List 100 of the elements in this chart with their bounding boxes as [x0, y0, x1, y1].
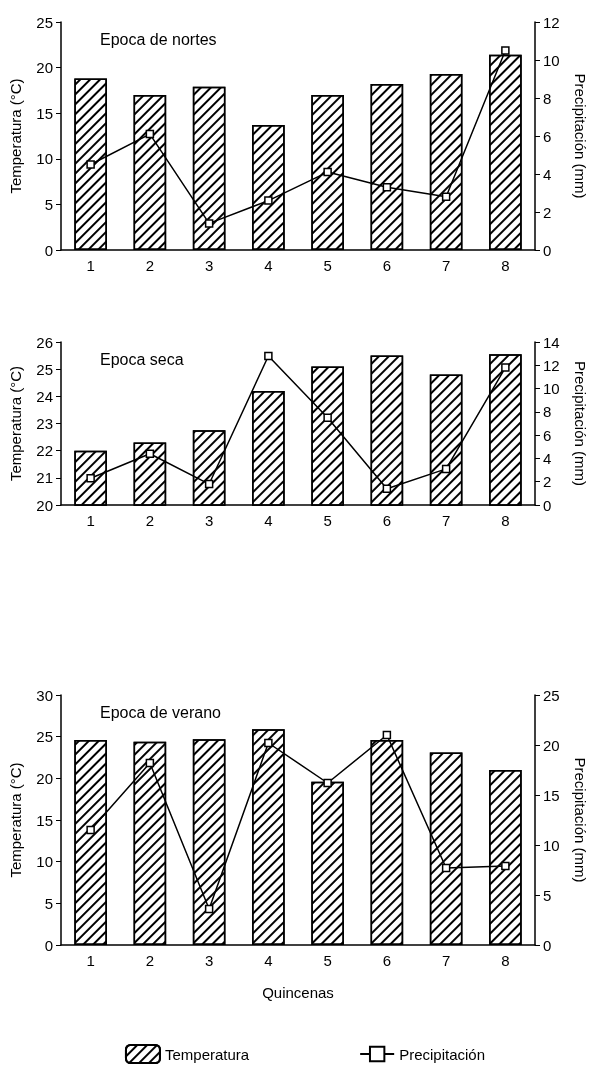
y-axis-title: Temperatura (°C) [7, 78, 24, 194]
x-tick-label: 4 [264, 512, 273, 529]
y-tick-label: 15 [36, 811, 53, 829]
x-tick-label: 3 [204, 512, 214, 529]
x-tick-label: 1 [86, 952, 95, 969]
y2-tick-label: 12 [543, 356, 560, 374]
x-tick-label: 7 [441, 257, 451, 274]
point [86, 160, 95, 169]
y2-tick-label: 8 [543, 89, 552, 107]
legend-label: Temperatura [164, 1045, 250, 1063]
point [501, 46, 510, 55]
y2-tick-label: 10 [543, 380, 560, 398]
y-tick-label: 15 [36, 104, 53, 122]
y2-tick-label: 2 [543, 203, 552, 221]
x-tick-label: 4 [264, 257, 273, 274]
x-tick-label: 5 [323, 257, 332, 274]
point [264, 196, 273, 205]
x-tick-label: 6 [382, 257, 392, 274]
point [382, 484, 392, 493]
point [145, 449, 155, 459]
y-tick-label: 30 [36, 686, 53, 704]
y2-tick-label: 15 [543, 786, 560, 804]
x-tick-label: 3 [204, 257, 214, 274]
y2-tick-label: 20 [543, 736, 560, 754]
point [323, 167, 332, 177]
point [382, 183, 392, 192]
y-tick-label: 10 [36, 150, 53, 168]
x-tick-label: 8 [501, 952, 510, 969]
point [204, 904, 214, 914]
x-tick-label: 6 [382, 512, 392, 529]
y2-tick-label: 0 [543, 496, 552, 514]
y-tick-label: 5 [44, 195, 53, 213]
point [145, 758, 155, 768]
x-tick-label: 6 [382, 952, 392, 969]
y2-tick-label: 0 [543, 936, 552, 954]
point [382, 730, 392, 740]
y-tick-label: 0 [44, 936, 53, 954]
y-tick-label: 10 [36, 853, 53, 871]
point [441, 464, 451, 474]
text: Epoca de nortes [100, 30, 217, 48]
x-tick-label: 3 [204, 952, 214, 969]
x-tick-label: 2 [145, 952, 155, 969]
point [323, 413, 332, 422]
point [323, 778, 332, 788]
y-tick-label: 0 [44, 241, 53, 259]
point [501, 861, 510, 871]
x-tick-label: 1 [86, 257, 95, 274]
x-tick-label: 2 [145, 257, 155, 274]
y2-tick-label: 10 [543, 51, 560, 69]
x-axis-title: Quincenas [262, 984, 334, 1001]
point [264, 351, 273, 361]
legend-label: Precipitación [399, 1045, 486, 1063]
y2-tick-label: 6 [543, 426, 552, 444]
x-tick-label: 4 [264, 952, 273, 969]
y-tick-label: 24 [36, 387, 53, 405]
y2-axis-title: Precipitación (mm) [572, 757, 589, 883]
y2-tick-label: 8 [543, 403, 552, 421]
y2-tick-label: 10 [543, 836, 560, 854]
y2-tick-label: 5 [543, 886, 552, 904]
x-tick-label: 5 [323, 952, 332, 969]
y-tick-label: 25 [36, 13, 53, 31]
point [86, 473, 95, 483]
y2-tick-label: 12 [543, 13, 560, 31]
y2-axis-title: Precipitación (mm) [572, 360, 589, 487]
y-tick-label: 20 [36, 496, 53, 514]
x-tick-label: 1 [86, 512, 95, 529]
point [86, 825, 95, 835]
y2-axis-title: Precipitación (mm) [572, 73, 589, 199]
y2-tick-label: 0 [543, 241, 552, 259]
x-tick-label: 7 [441, 512, 451, 529]
y-tick-label: 26 [36, 333, 53, 351]
y2-tick-label: 25 [543, 686, 560, 704]
point [145, 129, 155, 139]
y2-tick-label: 2 [543, 473, 552, 491]
point [441, 192, 451, 202]
y-tick-label: 21 [36, 469, 53, 487]
x-tick-label: 8 [501, 257, 510, 274]
y2-tick-label: 6 [543, 127, 552, 145]
point [204, 219, 214, 228]
y-tick-label: 25 [36, 360, 53, 378]
x-tick-label: 8 [501, 512, 510, 529]
point [264, 738, 273, 748]
y-tick-label: 20 [36, 769, 53, 787]
point [204, 479, 214, 489]
y-tick-label: 22 [36, 442, 53, 460]
x-tick-label: 2 [145, 512, 155, 529]
x-tick-label: 7 [441, 952, 451, 969]
y2-tick-label: 14 [543, 333, 560, 351]
y2-tick-label: 4 [543, 165, 552, 183]
text: Epoca de verano [100, 703, 222, 721]
y-tick-label: 20 [36, 59, 53, 77]
y-axis-title: Temperatura (°C) [7, 762, 24, 878]
y-tick-label: 23 [36, 415, 53, 432]
y2-tick-label: 4 [543, 449, 552, 467]
y-tick-label: 5 [44, 894, 53, 912]
y-tick-label: 25 [36, 728, 53, 746]
y-axis-title: Temperatura (°C) [7, 365, 24, 482]
point [501, 363, 510, 372]
point [441, 863, 451, 873]
x-tick-label: 5 [323, 512, 332, 529]
